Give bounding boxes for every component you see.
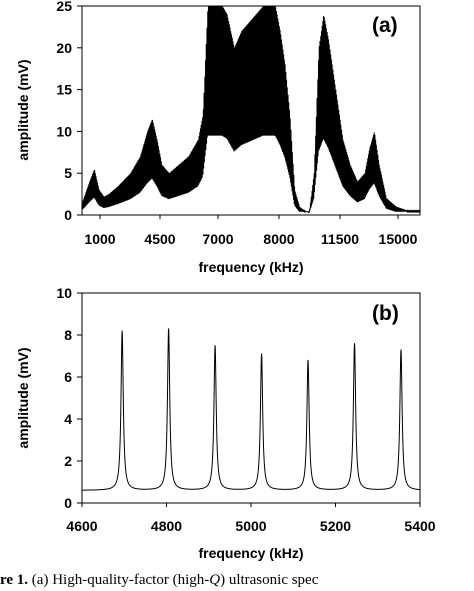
x-tick-label-a: 8000 xyxy=(263,231,294,247)
x-axis-label-a: frequency (kHz) xyxy=(198,259,303,275)
panel-label-b: (b) xyxy=(372,302,399,325)
y-axis-label-b: amplitude (mV) xyxy=(15,347,31,448)
x-tick-label-a: 7000 xyxy=(202,231,233,247)
plot-frame-b xyxy=(81,292,421,504)
spectrum-trace-b xyxy=(81,328,421,491)
plot-frame-a xyxy=(81,5,421,216)
panel-a: 0 5 10 15 20 25 1000 4500 7000 8000 11500 15000 freq… xyxy=(15,0,421,275)
x-tick-label-b: 4800 xyxy=(151,518,182,534)
y-tick-label-b: 8 xyxy=(64,327,72,343)
x-tick-label-b: 5400 xyxy=(404,518,435,534)
y-tick-label-b: 4 xyxy=(64,411,72,427)
x-tick-label-b: 5200 xyxy=(320,518,351,534)
y-tick-label-b: 2 xyxy=(64,453,72,469)
y-tick-label-a: 15 xyxy=(56,82,72,98)
y-tick-label-a: 20 xyxy=(56,40,72,56)
y-tick-label-b: 0 xyxy=(64,495,72,511)
y-tick-label-a: 0 xyxy=(64,207,72,223)
caption-rest: ) ultrasonic spec xyxy=(220,572,319,588)
y-tick-label-b: 10 xyxy=(56,285,72,301)
x-axis-label-b: frequency (kHz) xyxy=(198,545,303,561)
caption-text: (a) High-quality-factor (high- xyxy=(28,572,210,588)
x-tick-label-b: 5000 xyxy=(235,518,266,534)
x-tick-label-a: 1000 xyxy=(84,231,115,247)
panel-label-a: (a) xyxy=(372,14,398,37)
y-tick-label-b: 6 xyxy=(64,369,72,385)
x-tick-label-b: 4600 xyxy=(66,518,97,534)
y-tick-label-a: 25 xyxy=(56,0,72,14)
y-tick-label-a: 5 xyxy=(64,165,72,181)
spectrum-trace-a xyxy=(82,6,420,214)
y-axis-label-a: amplitude (mV) xyxy=(15,59,31,160)
panel-b: 0 2 4 6 8 10 4600 4800 5000 5200 5400 frequency (kH… xyxy=(15,285,436,561)
x-tick-label-a: 11500 xyxy=(321,231,359,247)
caption-q: Q xyxy=(209,572,221,588)
y-tick-label-a: 10 xyxy=(56,123,72,139)
caption-label: re 1. xyxy=(0,572,29,588)
x-tick-label-a: 15000 xyxy=(379,231,418,247)
x-tick-label-a: 4500 xyxy=(144,231,175,247)
figure-caption: re 1. (a) High-quality-factor (high-Q) u… xyxy=(0,572,474,591)
